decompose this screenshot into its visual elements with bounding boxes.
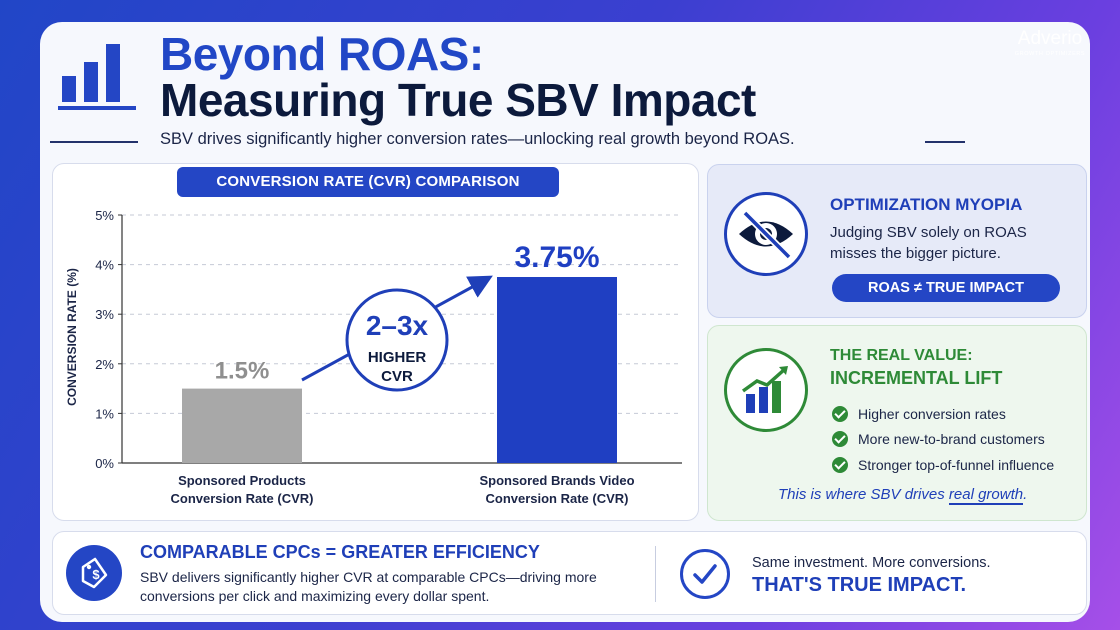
- benefit-text: Higher conversion rates: [858, 405, 1006, 422]
- chart-title: CONVERSION RATE (CVR) COMPARISON: [177, 167, 559, 197]
- y-tick-label: 1%: [95, 406, 114, 421]
- subtitle-rule-right: [925, 141, 965, 143]
- check-circle-icon: [832, 431, 848, 448]
- bar: [182, 388, 302, 463]
- eye-slash-icon: [724, 192, 808, 276]
- data-label: 1.5%: [215, 358, 270, 385]
- subtitle-rule-left: [50, 141, 138, 143]
- value-title-line-1: THE REAL VALUE:: [830, 347, 973, 364]
- impact-subtext: Same investment. More conversions.: [752, 555, 991, 571]
- check-circle-icon: [832, 405, 848, 422]
- benefit-list: Higher conversion rates More new-to-bran…: [832, 401, 1054, 478]
- brand-name: Adverio: [1017, 28, 1083, 49]
- list-item: Stronger top-of-funnel influence: [832, 452, 1054, 478]
- roas-pill: ROAS ≠ TRUE IMPACT: [832, 274, 1060, 302]
- check-circle-icon: [832, 456, 848, 473]
- impact-headline: THAT'S TRUE IMPACT.: [752, 574, 967, 596]
- growth-chart-icon: [724, 348, 808, 432]
- category-label: Conversion Rate (CVR): [170, 491, 313, 506]
- cpc-title: COMPARABLE CPCs = GREATER EFFICIENCY: [140, 542, 540, 562]
- myopia-title: OPTIMIZATION MYOPIA: [830, 195, 1023, 214]
- y-tick-label: 4%: [95, 258, 114, 273]
- title-line-2: Measuring True SBV Impact: [160, 74, 756, 126]
- list-item: Higher conversion rates: [832, 401, 1054, 427]
- bottom-panel: [52, 531, 1087, 615]
- bar: [497, 277, 617, 463]
- y-tick-label: 3%: [95, 307, 114, 322]
- tagline-prefix: This is where SBV drives: [778, 486, 949, 503]
- brand-tagline: GROWTH OPTIMIZERS: [1014, 51, 1086, 57]
- subtitle: SBV drives significantly higher conversi…: [160, 130, 795, 148]
- benefit-text: More new-to-brand customers: [858, 431, 1045, 448]
- value-tagline: This is where SBV drives real growth.: [778, 486, 1028, 505]
- category-label: Conversion Rate (CVR): [485, 491, 628, 506]
- y-tick-label: 0%: [95, 456, 114, 471]
- cvr-badge-multiplier: 2–3x: [366, 310, 429, 341]
- value-title-line-2: INCREMENTAL LIFT: [830, 368, 1003, 388]
- cvr-bar-chart: 0% 1% 2% 3% 4% 5% 1.5% Sponsored Products Conve…: [65, 208, 682, 506]
- benefit-text: Stronger top-of-funnel influence: [858, 456, 1055, 473]
- tagline-highlight: real growth: [948, 486, 1024, 505]
- category-label: Sponsored Brands Video: [479, 473, 634, 488]
- subtitle-row: SBV drives significantly higher conversi…: [50, 130, 965, 152]
- bottom-divider: [655, 546, 656, 602]
- y-tick-label: 2%: [95, 357, 114, 372]
- bar-chart-icon: [58, 44, 136, 110]
- category-label: Sponsored Products: [178, 473, 306, 488]
- cvr-badge: [345, 288, 449, 392]
- list-item: More new-to-brand customers: [832, 427, 1054, 453]
- title-line-1: Beyond ROAS:: [160, 28, 484, 80]
- tagline-suffix: .: [1023, 486, 1028, 503]
- price-tag-icon: $: [66, 545, 122, 601]
- cvr-badge-line2: CVR: [381, 368, 413, 385]
- y-tick-label: 5%: [95, 208, 114, 223]
- data-label: 3.75%: [514, 241, 599, 274]
- myopia-body: Judging SBV solely on ROAS misses the bi…: [830, 224, 1027, 262]
- brand-logo: Adverio GROWTH OPTIMIZERS: [1000, 28, 1100, 57]
- cpc-body: SBV delivers significantly higher CVR at…: [140, 569, 597, 604]
- svg-text:$: $: [92, 567, 100, 582]
- checkmark-icon: [680, 549, 730, 599]
- cvr-badge-line1: HIGHER: [368, 349, 427, 366]
- y-axis-label: CONVERSION RATE (%): [65, 268, 79, 406]
